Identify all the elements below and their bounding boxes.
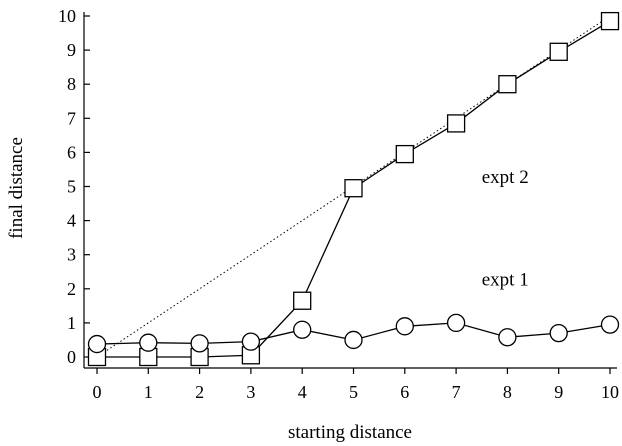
x-tick-label: 6 <box>400 382 409 402</box>
x-tick-label: 4 <box>298 382 307 402</box>
y-tick-label: 2 <box>67 279 76 299</box>
series-layer <box>87 11 620 367</box>
series-squares <box>87 11 620 367</box>
y-tick-label: 10 <box>58 6 76 26</box>
data-point-circle <box>190 334 209 353</box>
x-tick-label: 8 <box>503 382 512 402</box>
y-ticks: 0 1 2 3 4 5 6 7 8 9 10 <box>58 6 90 367</box>
x-tick-label: 7 <box>452 382 461 402</box>
data-point-circle <box>446 313 466 333</box>
y-tick-label: 9 <box>67 40 76 60</box>
series-annotation: expt 2 <box>482 167 529 188</box>
data-point-circle <box>87 334 107 354</box>
y-tick-label: 7 <box>67 108 76 128</box>
y-tick-label: 6 <box>67 142 76 162</box>
data-point-square <box>549 42 568 61</box>
y-tick-label: 0 <box>67 347 76 367</box>
data-point-circle <box>344 330 363 350</box>
data-point-square <box>498 75 517 94</box>
data-point-square <box>293 291 312 310</box>
data-point-square <box>395 144 414 164</box>
x-axis-label: starting distance <box>288 422 412 443</box>
data-point-circle <box>395 317 414 336</box>
data-point-square <box>344 179 363 198</box>
x-tick-label: 5 <box>349 382 358 402</box>
y-tick-label: 3 <box>67 245 76 265</box>
data-point-square <box>600 11 620 31</box>
x-ticks: 0 1 2 3 4 5 6 7 8 9 10 <box>93 368 619 402</box>
data-point-circle <box>293 320 312 339</box>
x-tick-label: 10 <box>601 382 619 402</box>
data-point-circle <box>600 315 620 334</box>
x-tick-label: 2 <box>195 382 204 402</box>
series-circles <box>87 313 620 354</box>
series-annotation: expt 1 <box>482 269 529 290</box>
data-point-circle <box>139 333 158 352</box>
axes <box>83 12 617 369</box>
y-axis-label: final distance <box>6 137 27 239</box>
x-tick-label: 0 <box>93 382 102 402</box>
annotation-layer: expt 2 expt 1 <box>482 167 529 290</box>
data-point-circle <box>549 323 568 343</box>
x-tick-label: 1 <box>144 382 153 402</box>
x-tick-label: 9 <box>554 382 563 402</box>
y-tick-label: 5 <box>67 177 76 197</box>
data-point-circle <box>498 328 517 347</box>
x-tick-label: 3 <box>246 382 255 402</box>
data-point-circle <box>241 332 261 351</box>
y-tick-label: 1 <box>67 313 76 333</box>
y-tick-label: 8 <box>67 74 76 94</box>
y-tick-label: 4 <box>67 211 76 231</box>
data-point-square <box>446 114 466 133</box>
